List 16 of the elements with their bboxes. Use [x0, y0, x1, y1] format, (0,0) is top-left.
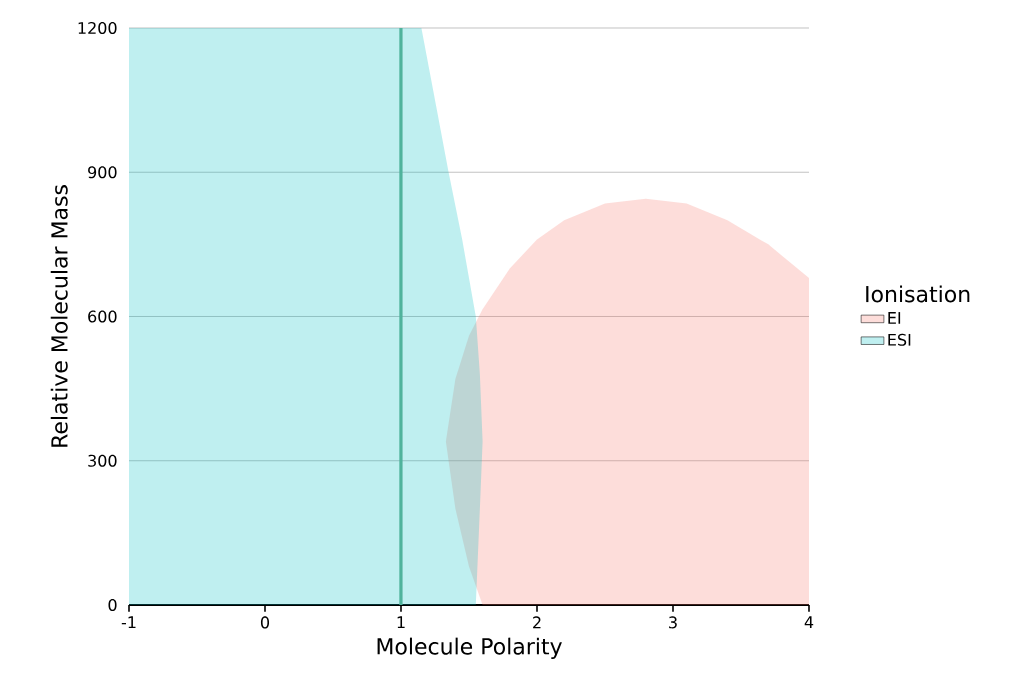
- x-tick-label: -1: [121, 616, 136, 629]
- x-tick-label: 3: [669, 616, 677, 629]
- x-tick-label: 4: [804, 616, 814, 629]
- y-tick-label: 1200: [78, 21, 117, 35]
- legend-label: ESI: [888, 333, 911, 346]
- y-tick-label: 0: [108, 598, 117, 612]
- x-axis-title: Molecule Polarity: [377, 637, 562, 659]
- x-tick-label: 0: [260, 616, 270, 629]
- x-tick-label: 1: [397, 616, 405, 629]
- y-axis-title: Relative Molecular Mass: [50, 185, 68, 447]
- legend-title: Ionisation: [866, 285, 970, 303]
- legend-label: EI: [888, 312, 901, 324]
- x-tick-label: 2: [533, 616, 541, 629]
- y-tick-label: 300: [88, 454, 117, 467]
- y-tick-label: 600: [88, 310, 117, 323]
- y-tick-label: 900: [88, 166, 117, 179]
